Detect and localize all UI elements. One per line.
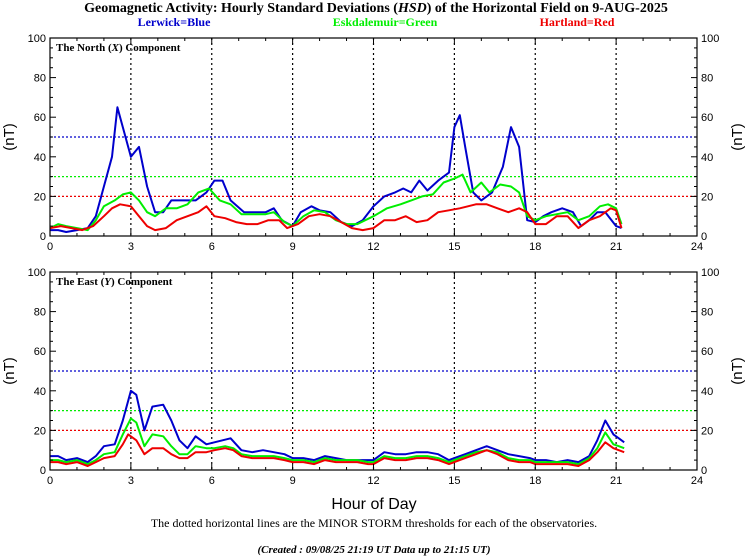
x-tick-label: 6 (209, 241, 215, 253)
series-line-hartland (49, 203, 623, 232)
x-axis-label: Hour of Day (331, 496, 416, 513)
y-tick-label-left: 0 (40, 231, 46, 243)
x-tick-label: 3 (128, 241, 134, 253)
y-tick-label-left: 60 (34, 346, 46, 358)
y-tick-label-left: 100 (28, 267, 46, 279)
x-tick-label: 12 (367, 241, 379, 253)
series-line-lerwick (50, 389, 625, 464)
x-tick-label: 6 (209, 475, 215, 487)
legend-lerwick: Lerwick=Blue (138, 15, 212, 29)
y-tick-label-left: 80 (34, 73, 46, 85)
y-tick-label-left: 20 (34, 425, 46, 437)
x-tick-label: 9 (290, 241, 296, 253)
y-tick-label-left: 80 (34, 307, 46, 319)
legend-hartland: Hartland=Red (540, 15, 615, 29)
y-tick-label-right: 0 (701, 465, 707, 477)
series-line-eskdalemuir (50, 417, 625, 466)
y-axis-label-right: (nT) (729, 123, 746, 151)
y-tick-label-right: 60 (701, 346, 713, 358)
x-tick-label: 15 (448, 241, 460, 253)
x-tick-label: 15 (448, 475, 460, 487)
chart-title: Geomagnetic Activity: Hourly Standard De… (84, 1, 668, 16)
x-tick-label: 9 (290, 475, 296, 487)
x-tick-label: 21 (610, 475, 622, 487)
y-tick-label-right: 40 (701, 152, 713, 164)
y-tick-label-left: 100 (28, 33, 46, 45)
y-tick-label-left: 60 (34, 112, 46, 124)
x-tick-label: 18 (529, 241, 541, 253)
x-tick-label: 18 (529, 475, 541, 487)
y-tick-label-left: 20 (34, 191, 46, 203)
y-tick-label-right: 100 (701, 267, 719, 279)
x-tick-label: 3 (128, 475, 134, 487)
x-tick-label: 12 (367, 475, 379, 487)
y-tick-label-left: 40 (34, 152, 46, 164)
y-tick-label-right: 100 (701, 33, 719, 45)
x-tick-label: 0 (47, 241, 53, 253)
x-tick-label: 21 (610, 241, 622, 253)
series-line-hartland (50, 433, 625, 467)
y-tick-label-left: 40 (34, 386, 46, 398)
x-tick-label: 24 (691, 241, 703, 253)
y-axis-label-left: (nT) (1, 357, 18, 385)
x-tick-label: 0 (47, 475, 53, 487)
y-tick-label-right: 0 (701, 231, 707, 243)
y-tick-label-left: 0 (40, 465, 46, 477)
legend-eskdalemuir: Eskdalemuir=Green (333, 15, 438, 29)
y-tick-label-right: 80 (701, 73, 713, 85)
created-timestamp: (Created : 09/08/25 21:19 UT Data up to … (257, 544, 490, 556)
threshold-footnote: The dotted horizontal lines are the MINO… (151, 516, 597, 530)
component-label: The East (Y) Component (56, 276, 173, 288)
x-tick-label: 24 (691, 475, 703, 487)
y-axis-label-left: (nT) (1, 123, 18, 151)
component-label: The North (X) Component (56, 42, 181, 54)
y-tick-label-right: 80 (701, 307, 713, 319)
y-tick-label-right: 60 (701, 112, 713, 124)
y-axis-label-right: (nT) (729, 357, 746, 385)
y-tick-label-right: 20 (701, 425, 713, 437)
y-tick-label-right: 20 (701, 191, 713, 203)
y-tick-label-right: 40 (701, 386, 713, 398)
